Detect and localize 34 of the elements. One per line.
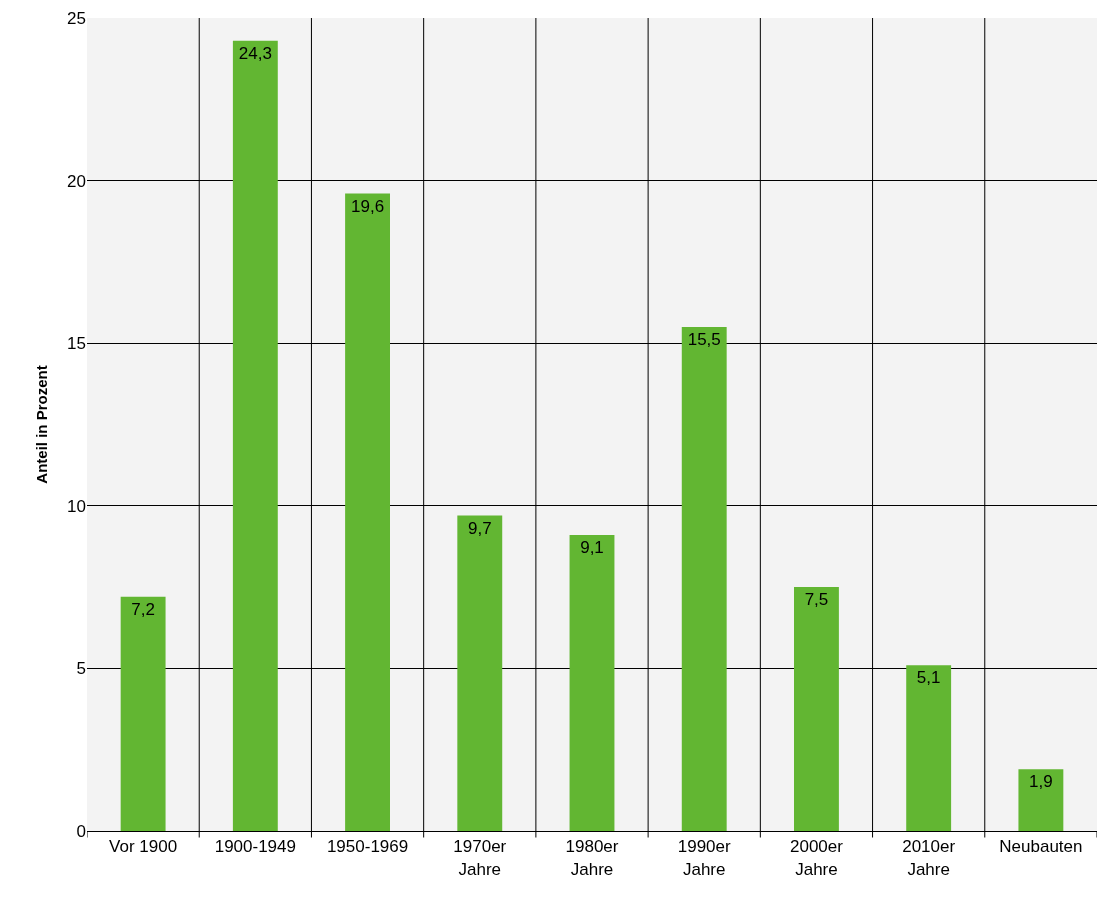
data-label: 7,2 (131, 599, 155, 619)
y-tick-label: 5 (76, 659, 86, 679)
data-label: 9,1 (580, 538, 604, 558)
bar (681, 326, 727, 831)
x-tick-label: 2010er Jahre (902, 837, 956, 879)
data-label: 9,7 (467, 518, 492, 538)
bar (1018, 769, 1064, 831)
x-tick-label: 1950-1969 (326, 837, 409, 857)
bar (120, 596, 166, 831)
data-label: 1,9 (1029, 772, 1053, 792)
bar (232, 40, 278, 831)
x-tick-label: 1990er Jahre (677, 837, 732, 879)
bar (457, 515, 503, 831)
y-tick-label: 0 (76, 821, 86, 841)
data-label: 19,6 (351, 196, 385, 216)
x-tick-label: Neubauten (999, 837, 1083, 857)
data-label: 15,5 (687, 329, 721, 349)
data-label: 7,5 (804, 590, 829, 610)
x-tick-label: 1970er Jahre (453, 837, 507, 879)
x-tick-label: 2000er Jahre (789, 837, 844, 879)
bar (569, 535, 615, 831)
y-tick-label: 15 (67, 334, 86, 354)
bar (906, 665, 952, 831)
y-tick-label: 10 (67, 496, 86, 516)
x-tick-label: 1980er Jahre (565, 837, 619, 879)
y-tick-label: 25 (67, 8, 86, 28)
bar (345, 193, 390, 831)
x-tick-label: Vor 1900 (109, 837, 178, 857)
y-tick-label: 20 (67, 171, 86, 191)
data-label: 5,1 (916, 668, 941, 688)
y-axis-title: Anteil in Prozent (33, 365, 51, 484)
bar (794, 587, 839, 831)
x-tick-label: 1900-1949 (214, 837, 296, 857)
data-label: 24,3 (238, 43, 272, 63)
